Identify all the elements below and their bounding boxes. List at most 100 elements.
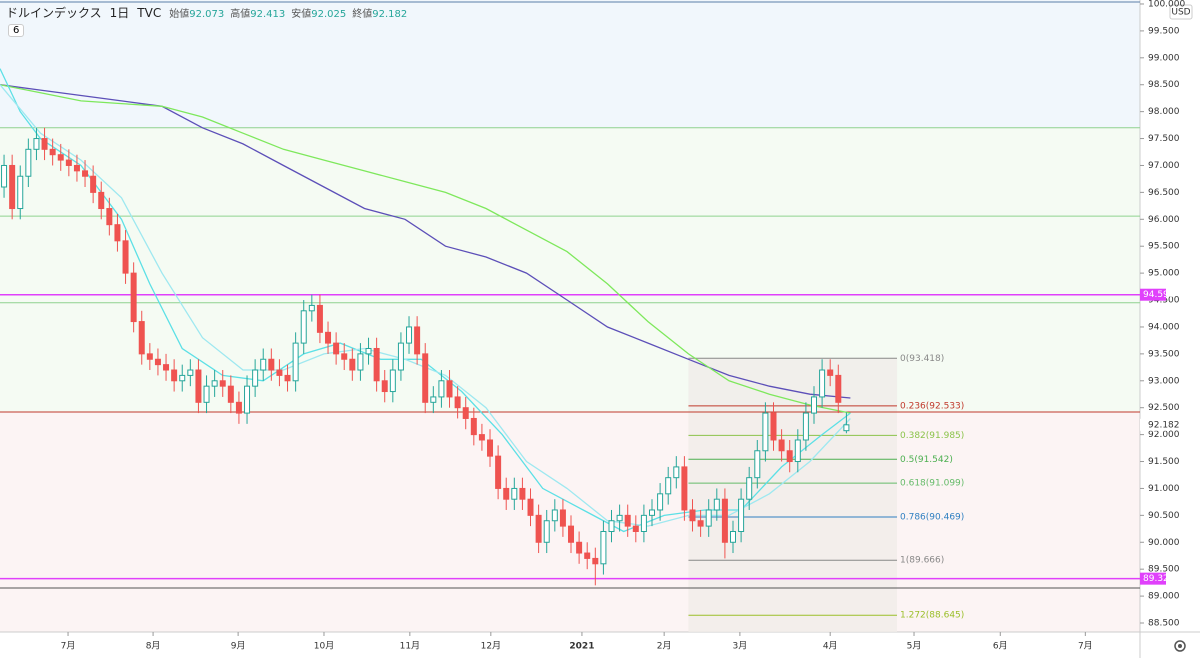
fib-label: 0(93.418) [900, 354, 944, 364]
candle-body [649, 509, 656, 516]
x-tick-label: 2021 [569, 642, 594, 652]
candle-body [551, 509, 558, 522]
symbol-title: ドルインデックス [6, 6, 102, 20]
candle-body [227, 385, 234, 403]
moving-average [0, 84, 851, 414]
x-tick-label: 9月 [231, 641, 246, 652]
candle-body [146, 353, 153, 360]
candle-body [584, 552, 591, 559]
candle-body [438, 380, 445, 398]
y-tick-label: 91.000 [1148, 484, 1180, 494]
ohlc-value: 92.413 [250, 9, 286, 20]
candle-body [487, 439, 494, 457]
indicator-badge[interactable]: 6 [8, 24, 25, 37]
candle-body [122, 240, 129, 274]
candle-body [316, 304, 323, 333]
exchange: TVC [137, 5, 162, 20]
x-tick-label: 7月 [1078, 641, 1093, 652]
candle-body [252, 369, 259, 387]
candle-body [17, 175, 24, 210]
band [0, 127, 1140, 413]
candle-body [114, 224, 121, 242]
candle-body [219, 380, 226, 387]
x-tick-label: 7月 [61, 641, 76, 652]
y-tick-label: 93.000 [1148, 376, 1180, 386]
candle-body [406, 326, 413, 344]
candle-body [244, 385, 251, 414]
candle-body [325, 331, 332, 344]
fib-label: 0.5(91.542) [900, 455, 953, 465]
currency-label: USD [1171, 8, 1190, 18]
candle-body [665, 477, 672, 495]
candle-body [608, 520, 615, 533]
candle-body [689, 509, 696, 522]
x-tick-label: 2月 [657, 641, 672, 652]
fib-label: 0.382(91.985) [900, 431, 964, 441]
candle-body [446, 380, 453, 398]
last-price-tag [1140, 418, 1170, 431]
candle-body [746, 477, 753, 500]
candle-body [171, 369, 178, 382]
candle-body [73, 164, 80, 172]
candle-body [389, 369, 396, 393]
candle-body [624, 514, 631, 527]
settings-icon[interactable] [1174, 640, 1186, 652]
candle-body [422, 353, 429, 403]
y-tick-label: 96.500 [1148, 188, 1180, 198]
ohlc-label: 始値 [169, 9, 190, 20]
candle-body [308, 304, 315, 312]
candle-body [576, 541, 583, 554]
last-price-label: 92.182 [1148, 420, 1180, 430]
y-tick-label: 92.000 [1148, 430, 1180, 440]
fib-label: 1.272(88.645) [900, 611, 964, 621]
x-tick-label: 5月 [907, 641, 922, 652]
candle-body [495, 455, 502, 489]
currency-box[interactable] [1169, 4, 1193, 20]
candle-body [616, 514, 623, 522]
ohlc-label: 終値 [352, 9, 373, 20]
candle-body [49, 148, 56, 156]
candle-body [754, 450, 761, 479]
band [0, 0, 1140, 128]
candle-body [778, 439, 785, 452]
candle-body [527, 498, 534, 516]
y-tick-label: 97.500 [1148, 134, 1180, 144]
x-tick-label: 6月 [993, 641, 1008, 652]
candle-body [195, 369, 202, 403]
interval[interactable]: 1日 [109, 6, 130, 20]
candle-body [697, 520, 704, 527]
ohlc-value: 92.073 [189, 9, 225, 20]
candle-body [535, 514, 542, 543]
candle-body [154, 358, 161, 366]
y-tick-label: 89.000 [1148, 592, 1180, 602]
candle-body [762, 412, 769, 452]
candle-body [341, 353, 348, 360]
y-tick-label: 89.500 [1148, 565, 1180, 575]
candle-body [819, 369, 826, 398]
x-tick-label: 12月 [481, 641, 501, 652]
candle-body [632, 525, 639, 533]
y-tick-label: 90.500 [1148, 511, 1180, 521]
candle-body [187, 369, 194, 376]
candle-body [600, 531, 607, 565]
fib-label: 1(89.666) [900, 556, 944, 566]
price-tag [1140, 572, 1166, 585]
y-tick-label: 93.500 [1148, 349, 1180, 359]
x-tick-label: 4月 [823, 641, 838, 652]
candle-body [478, 434, 485, 441]
candle-body [705, 509, 712, 527]
candle-body [98, 191, 105, 210]
candle-body [519, 487, 526, 500]
candle-body [543, 520, 550, 543]
candle-body [738, 498, 745, 533]
candle-body [163, 364, 170, 371]
y-tick-label: 92.500 [1148, 403, 1180, 413]
candle-body [1, 164, 8, 188]
candle-body [373, 347, 380, 382]
candle-body [843, 424, 850, 432]
candle-body [511, 487, 518, 500]
candle-body [462, 407, 469, 419]
y-tick-label: 88.500 [1148, 619, 1180, 629]
